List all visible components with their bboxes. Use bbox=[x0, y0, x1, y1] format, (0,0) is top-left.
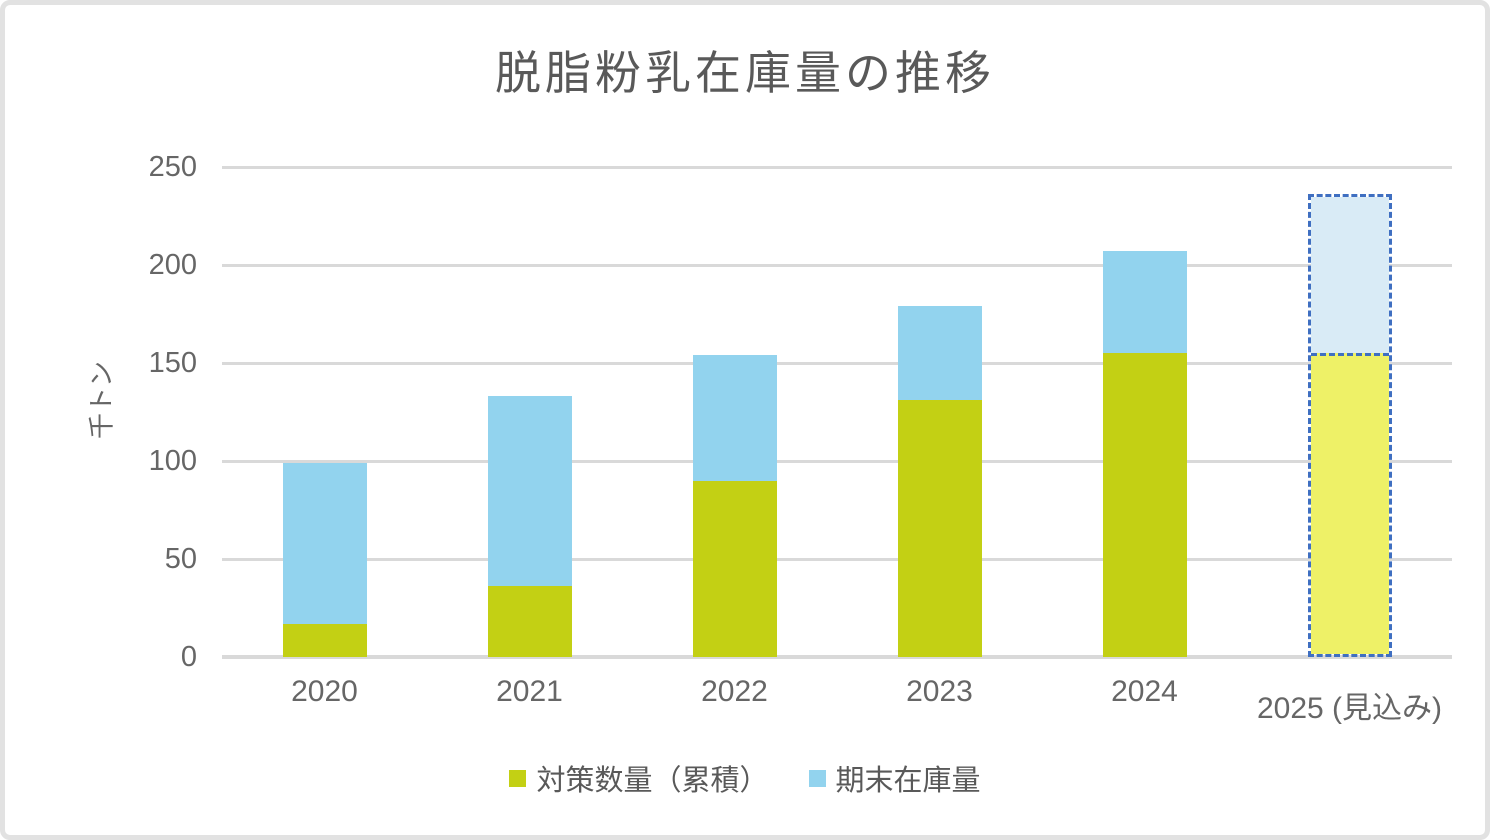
y-tick-label-250: 250 bbox=[148, 151, 197, 183]
segment-対策数量（累積） bbox=[1310, 353, 1389, 654]
segment-期末在庫量 bbox=[282, 462, 367, 624]
gridline-200 bbox=[222, 263, 1452, 267]
gridline-150 bbox=[222, 361, 1452, 365]
segment-期末在庫量 bbox=[1310, 197, 1389, 354]
x-axis-line bbox=[222, 655, 1452, 659]
bar-2025 bbox=[1307, 194, 1392, 657]
gridline-50 bbox=[222, 557, 1452, 561]
bar-2024 bbox=[1102, 251, 1187, 657]
segment-対策数量（累積） bbox=[1102, 353, 1187, 657]
segment-対策数量（累積） bbox=[487, 586, 572, 657]
chart-title: 脱脂粉乳在庫量の推移 bbox=[495, 47, 995, 99]
bar-2023 bbox=[897, 306, 982, 657]
legend-item-期末在庫量: 期末在庫量 bbox=[808, 757, 981, 799]
x-tick-label-2021: 2021 bbox=[496, 675, 563, 708]
segment-期末在庫量 bbox=[897, 306, 982, 401]
gridline-250 bbox=[222, 165, 1452, 169]
segment-対策数量（累積） bbox=[282, 623, 367, 657]
y-tick-label-50: 50 bbox=[164, 543, 197, 575]
segment-期末在庫量 bbox=[1102, 251, 1187, 354]
y-tick-label-0: 0 bbox=[180, 641, 197, 673]
x-tick-label-2022: 2022 bbox=[701, 675, 768, 708]
segment-期末在庫量 bbox=[692, 355, 777, 481]
x-tick-label-2024: 2024 bbox=[1111, 675, 1178, 708]
legend-label: 期末在庫量 bbox=[835, 765, 981, 797]
legend-item-対策数量（累積）: 対策数量（累積） bbox=[509, 757, 769, 799]
segment-対策数量（累積） bbox=[897, 400, 982, 657]
bar-2021 bbox=[487, 396, 572, 657]
bar-2020 bbox=[282, 462, 367, 657]
legend: 対策数量（累積） 期末在庫量 bbox=[5, 757, 1485, 799]
segment-対策数量（累積） bbox=[692, 480, 777, 657]
legend-label: 対策数量（累積） bbox=[536, 765, 769, 797]
legend-swatch-icon bbox=[509, 769, 527, 787]
y-tick-label-200: 200 bbox=[148, 249, 197, 281]
x-tick-label-2025: 2025 (見込み) bbox=[1256, 692, 1443, 725]
legend-swatch-icon bbox=[808, 769, 826, 787]
x-tick-label-2020: 2020 bbox=[291, 675, 358, 708]
y-tick-label-150: 150 bbox=[148, 347, 197, 379]
segment-期末在庫量 bbox=[487, 396, 572, 587]
gridline-100 bbox=[222, 459, 1452, 463]
y-tick-label-100: 100 bbox=[148, 445, 197, 477]
bar-2022 bbox=[692, 355, 777, 657]
x-tick-label-2023: 2023 bbox=[906, 675, 973, 708]
